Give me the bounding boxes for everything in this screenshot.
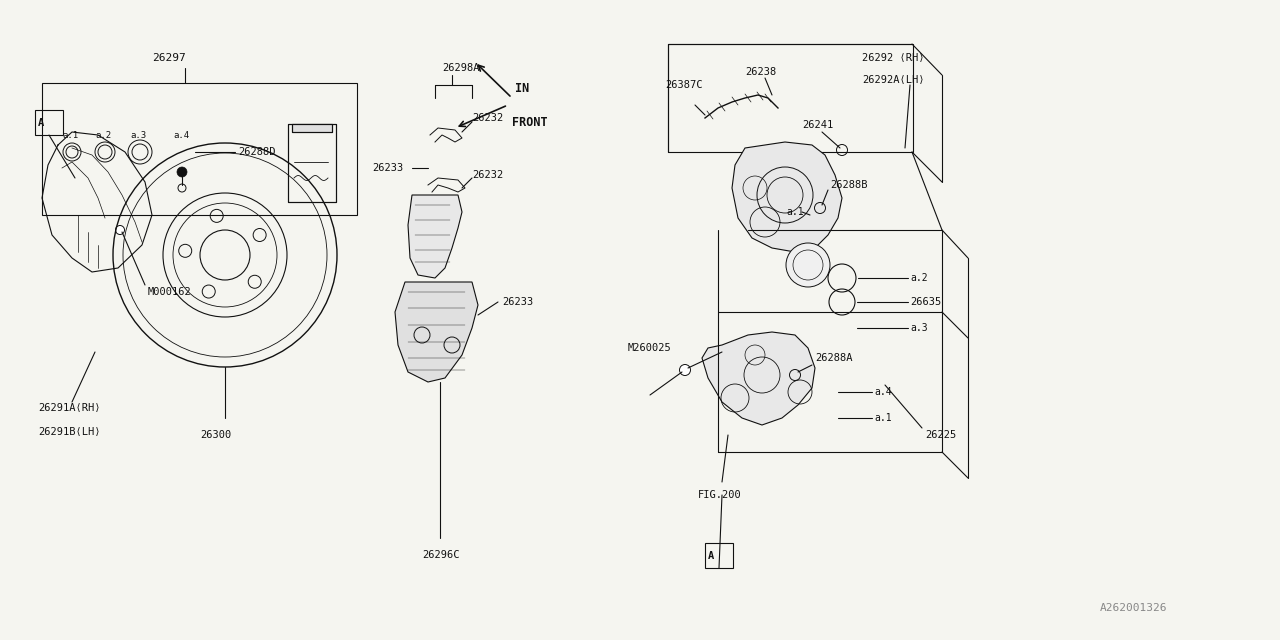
Text: FIG.200: FIG.200 xyxy=(698,490,741,500)
Text: FRONT: FRONT xyxy=(512,115,548,129)
Text: 26233: 26233 xyxy=(372,163,403,173)
Text: M260025: M260025 xyxy=(628,343,672,353)
Bar xyxy=(292,124,332,132)
Text: 26232: 26232 xyxy=(472,113,503,123)
Bar xyxy=(35,110,63,135)
Text: a.3: a.3 xyxy=(131,131,146,140)
Bar xyxy=(288,124,337,202)
Text: a.3: a.3 xyxy=(910,323,928,333)
Polygon shape xyxy=(408,195,462,278)
Text: a.2: a.2 xyxy=(910,273,928,283)
Text: 26241: 26241 xyxy=(803,120,833,130)
Bar xyxy=(292,124,332,132)
Text: a.1: a.1 xyxy=(874,413,892,423)
Circle shape xyxy=(115,225,124,234)
Text: 26298A: 26298A xyxy=(442,63,480,73)
Text: a.1: a.1 xyxy=(786,207,804,217)
Text: a.2: a.2 xyxy=(95,131,111,140)
Text: 26238: 26238 xyxy=(745,67,776,77)
Text: a.1: a.1 xyxy=(61,131,78,140)
Text: 26300: 26300 xyxy=(200,430,232,440)
Bar xyxy=(668,44,913,152)
Text: 26635: 26635 xyxy=(910,297,941,307)
Text: 26288A: 26288A xyxy=(815,353,852,363)
Polygon shape xyxy=(701,332,815,425)
Text: A: A xyxy=(38,118,45,128)
Text: 26292A⟨LH⟩: 26292A⟨LH⟩ xyxy=(861,75,924,85)
Bar xyxy=(42,83,357,215)
Text: 26225: 26225 xyxy=(925,430,956,440)
Text: A: A xyxy=(708,551,714,561)
Text: 26297: 26297 xyxy=(152,53,186,63)
Text: 26288B: 26288B xyxy=(829,180,868,190)
Text: 26233: 26233 xyxy=(502,297,534,307)
Circle shape xyxy=(680,365,690,376)
Polygon shape xyxy=(396,282,477,382)
Text: 26296C: 26296C xyxy=(422,550,460,560)
Text: 26232: 26232 xyxy=(472,170,503,180)
Polygon shape xyxy=(732,142,842,252)
Text: 26291A⟨RH⟩: 26291A⟨RH⟩ xyxy=(38,403,101,413)
Text: 26387C: 26387C xyxy=(666,80,703,90)
Circle shape xyxy=(177,167,187,177)
Text: A262001326: A262001326 xyxy=(1100,603,1167,613)
Text: M000162: M000162 xyxy=(148,287,192,297)
Text: a.4: a.4 xyxy=(874,387,892,397)
Bar xyxy=(288,124,337,202)
Text: IN: IN xyxy=(515,81,529,95)
Text: a.4: a.4 xyxy=(173,131,189,140)
Text: 26292 ⟨RH⟩: 26292 ⟨RH⟩ xyxy=(861,53,924,63)
Text: 26291B⟨LH⟩: 26291B⟨LH⟩ xyxy=(38,427,101,437)
Text: 26288D: 26288D xyxy=(238,147,275,157)
Circle shape xyxy=(786,243,829,287)
Bar xyxy=(705,543,733,568)
